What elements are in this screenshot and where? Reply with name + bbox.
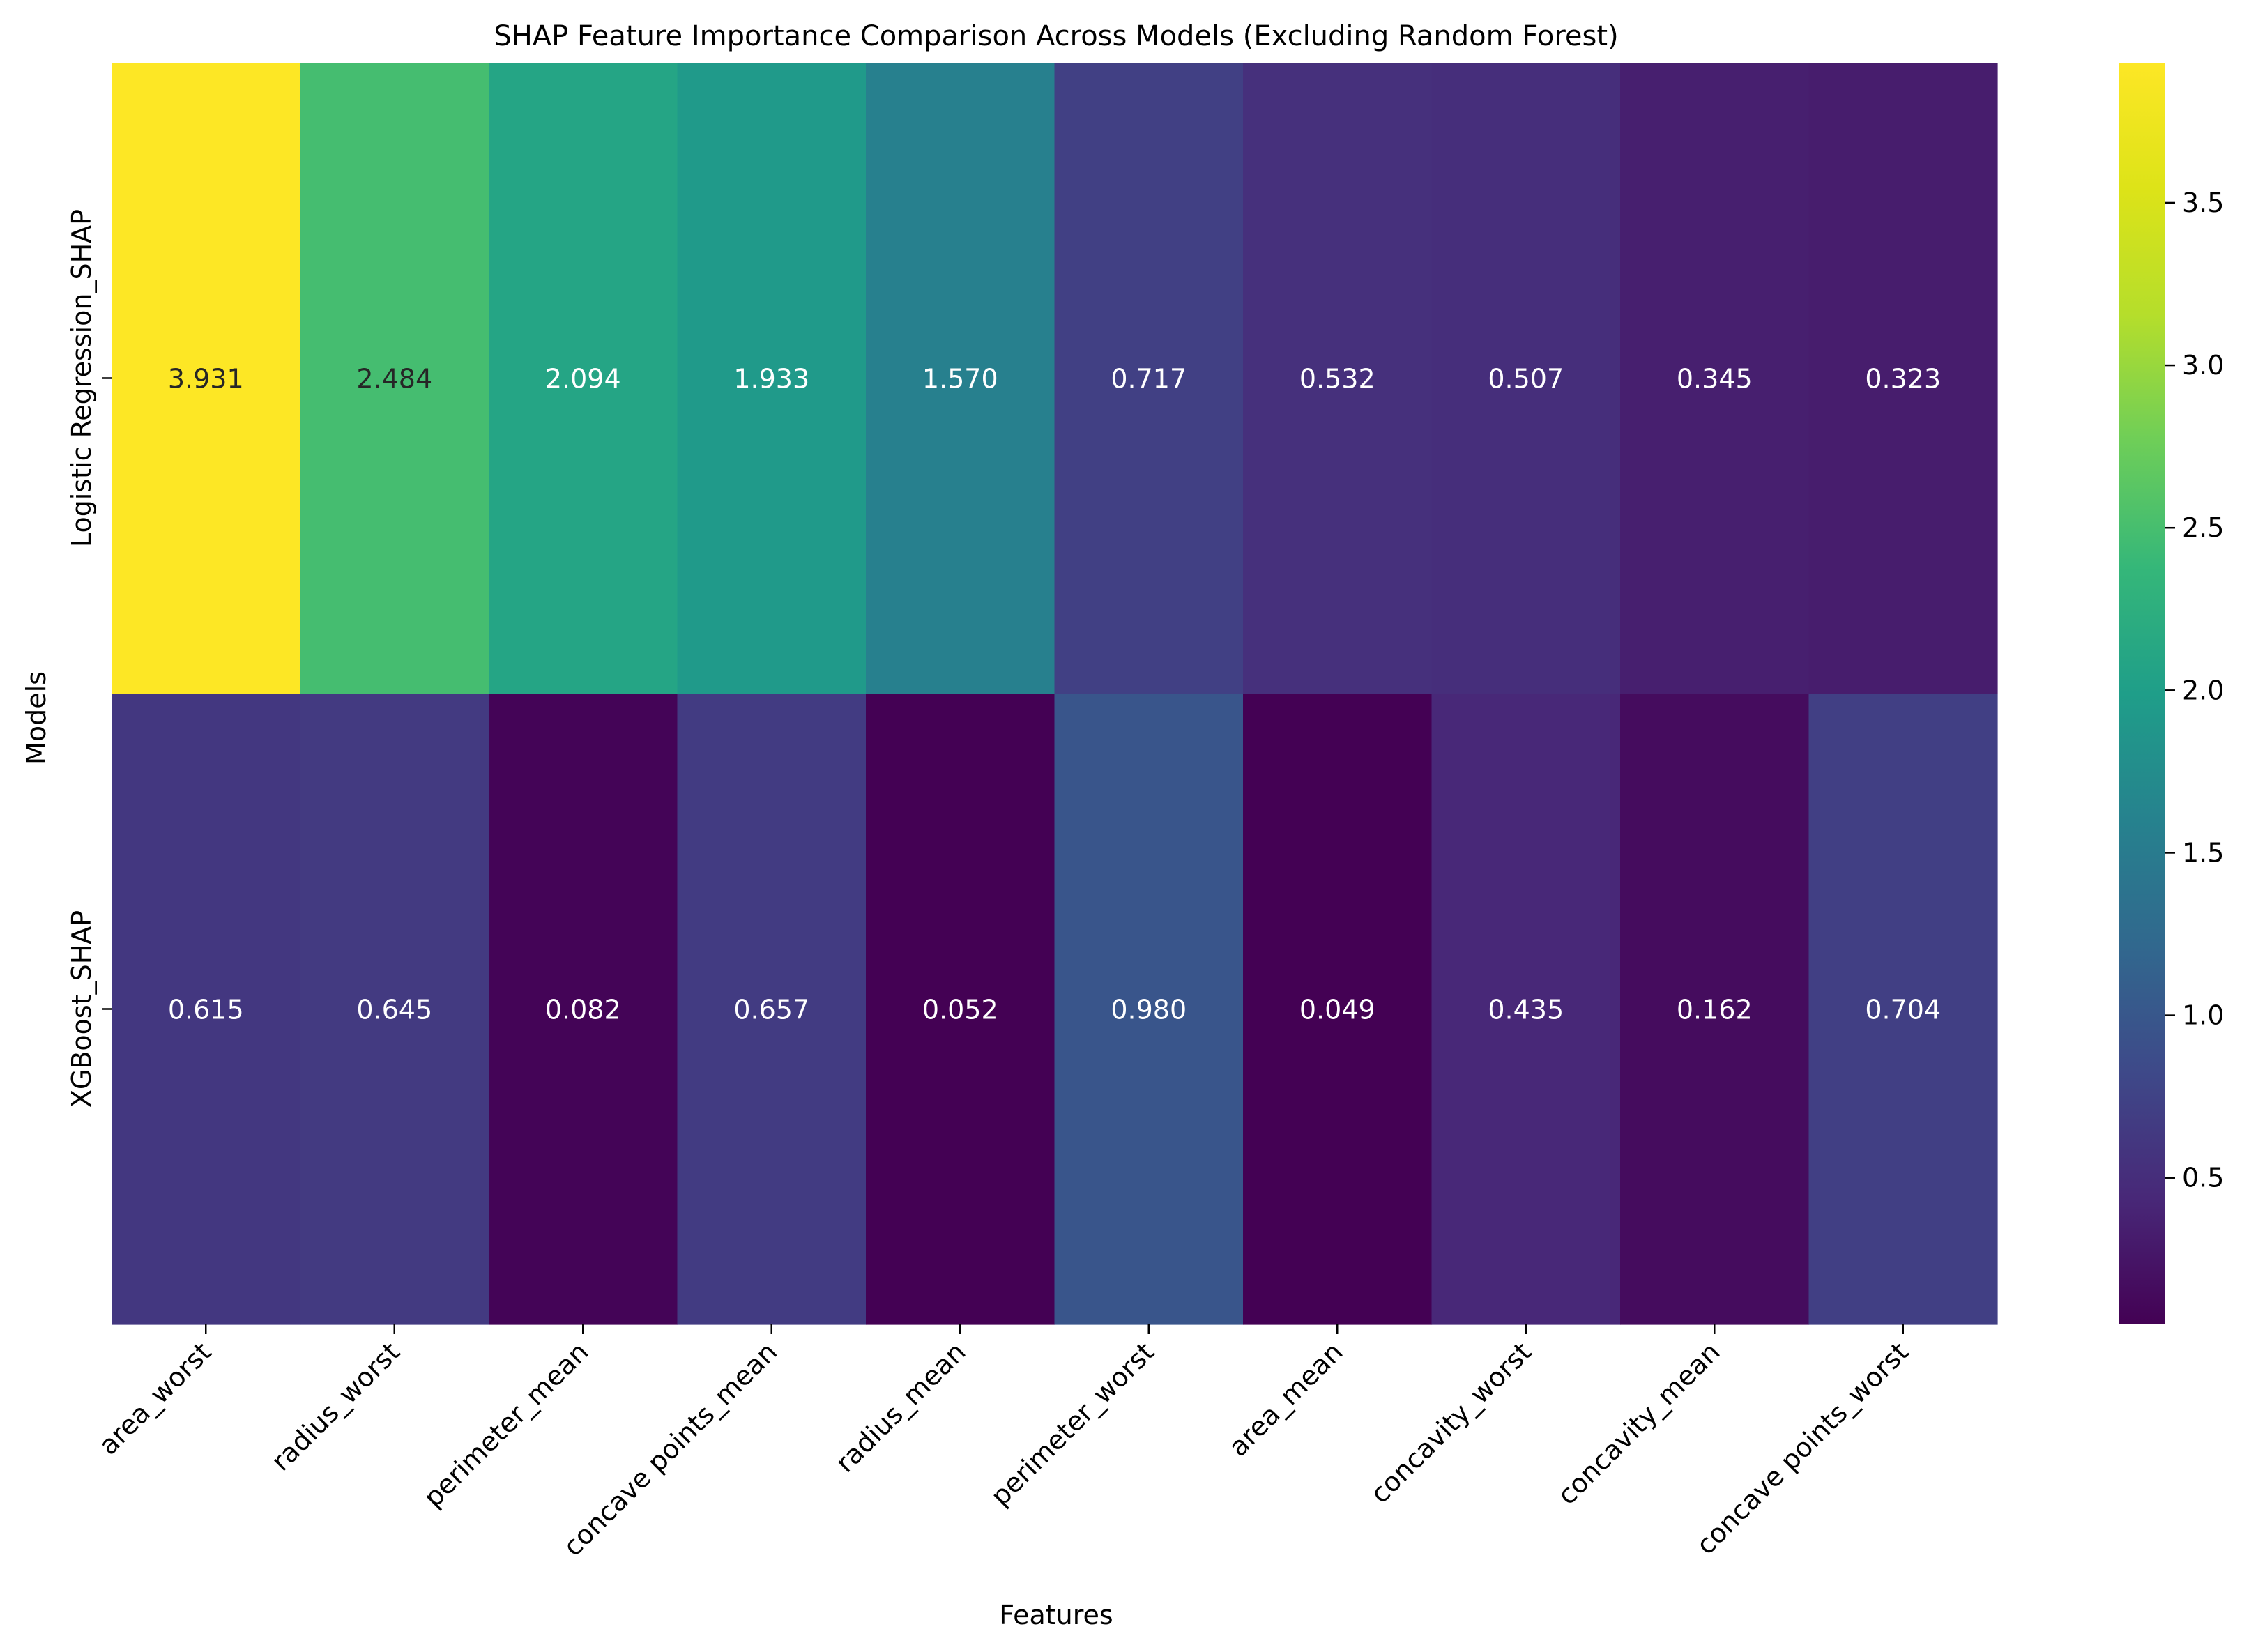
cell-value-label: 0.704: [1865, 995, 1941, 1025]
colorbar-ticks: 0.5 1.0 1.5 2.0 2.5 3.0 3.5: [2165, 188, 2224, 1193]
heatmap-cell-xgboost-shap-area-worst: [112, 694, 301, 1325]
heatmap-cell-labels: 3.931 2.484 2.094 1.933 1.570 0.717 0.532 0.507…: [168, 364, 1941, 1025]
x-tick-label: concave points_worst: [1691, 1336, 1915, 1561]
cell-value-label: 0.049: [1299, 995, 1375, 1025]
colorbar-tick-label: 3.0: [2182, 350, 2224, 381]
colorbar-tick-label: 1.5: [2182, 837, 2224, 868]
x-tick-label: area_mean: [1223, 1336, 1349, 1462]
colorbar-tick-label: 2.5: [2182, 512, 2224, 543]
heatmap-cell-logistic-regression-shap-perimeter-worst: [1054, 63, 1244, 694]
heatmap-cell-logistic-regression-shap-concavity-mean: [1620, 63, 1810, 694]
cell-value-label: 3.931: [168, 364, 244, 395]
x-tick-label: perimeter_worst: [985, 1336, 1160, 1511]
cell-value-label: 0.345: [1677, 364, 1753, 395]
colorbar-tick-label: 2.0: [2182, 675, 2224, 705]
cell-value-label: 0.507: [1488, 364, 1564, 395]
heatmap-cell-logistic-regression-shap-concavity-worst: [1431, 63, 1621, 694]
chart-title: SHAP Feature Importance Comparison Acros…: [494, 20, 1618, 52]
heatmap-cell-logistic-regression-shap-concave-points-worst: [1808, 63, 1998, 694]
cell-value-label: 1.570: [922, 364, 998, 395]
heatmap-cells: [112, 63, 1998, 1325]
heatmap-cell-logistic-regression-shap-area-mean: [1243, 63, 1433, 694]
cell-value-label: 1.933: [733, 364, 809, 395]
heatmap-cell-xgboost-shap-perimeter-mean: [489, 694, 678, 1325]
cell-value-label: 0.645: [356, 995, 432, 1025]
x-axis-label: Features: [999, 1600, 1113, 1630]
colorbar-tick-label: 3.5: [2182, 188, 2224, 218]
heatmap-cell-xgboost-shap-concavity-mean: [1620, 694, 1810, 1325]
y-axis-ticks: Logistic Regression_SHAP XGBoost_SHAP: [66, 209, 112, 1108]
colorbar-tick-label: 1.0: [2182, 1000, 2224, 1031]
heatmap-cell-xgboost-shap-concave-points-worst: [1808, 694, 1998, 1325]
colorbar-tick-label: 0.5: [2182, 1163, 2224, 1193]
y-axis-label: Models: [21, 671, 52, 765]
cell-value-label: 0.615: [168, 995, 244, 1025]
heatmap-cell-xgboost-shap-concavity-worst: [1431, 694, 1621, 1325]
heatmap-cell-xgboost-shap-radius-worst: [300, 694, 489, 1325]
heatmap-cell-xgboost-shap-perimeter-worst: [1054, 694, 1244, 1325]
x-tick-label: area_worst: [93, 1336, 217, 1460]
x-tick-label: concavity_mean: [1552, 1336, 1726, 1510]
heatmap-cell-logistic-regression-shap-radius-worst: [300, 63, 489, 694]
cell-value-label: 0.052: [922, 995, 998, 1025]
heatmap-cell-xgboost-shap-concave-points-mean: [677, 694, 867, 1325]
heatmap-cell-xgboost-shap-area-mean: [1243, 694, 1433, 1325]
x-tick-label: concavity_worst: [1364, 1336, 1537, 1509]
colorbar: 0.5 1.0 1.5 2.0 2.5 3.0 3.5: [2119, 63, 2224, 1324]
cell-value-label: 0.657: [733, 995, 809, 1025]
cell-value-label: 0.162: [1677, 995, 1753, 1025]
x-tick-label: radius_mean: [830, 1336, 972, 1478]
x-axis-ticks: area_worst radius_worst perimeter_meanconc…: [93, 1324, 1914, 1562]
heatmap-cell-xgboost-shap-radius-mean: [866, 694, 1055, 1325]
x-tick-label: radius_worst: [266, 1336, 406, 1477]
cell-value-label: 0.435: [1488, 995, 1564, 1025]
colorbar-gradient: [2119, 63, 2165, 1324]
heatmap-cell-logistic-regression-shap-area-worst: [112, 63, 301, 694]
x-tick-label: concave points_mean: [557, 1336, 783, 1562]
y-tick-label: XGBoost_SHAP: [66, 910, 97, 1108]
heatmap-cell-logistic-regression-shap-radius-mean: [866, 63, 1055, 694]
heatmap-cell-logistic-regression-shap-perimeter-mean: [489, 63, 678, 694]
cell-value-label: 2.484: [356, 364, 432, 395]
cell-value-label: 0.532: [1299, 364, 1375, 395]
cell-value-label: 0.717: [1111, 364, 1187, 395]
y-tick-label: Logistic Regression_SHAP: [66, 209, 97, 547]
cell-value-label: 0.082: [545, 995, 621, 1025]
cell-value-label: 0.323: [1865, 364, 1941, 395]
cell-value-label: 0.980: [1111, 995, 1187, 1025]
cell-value-label: 2.094: [545, 364, 621, 395]
heatmap-cell-logistic-regression-shap-concave-points-mean: [677, 63, 867, 694]
x-tick-label: perimeter_mean: [418, 1336, 595, 1513]
